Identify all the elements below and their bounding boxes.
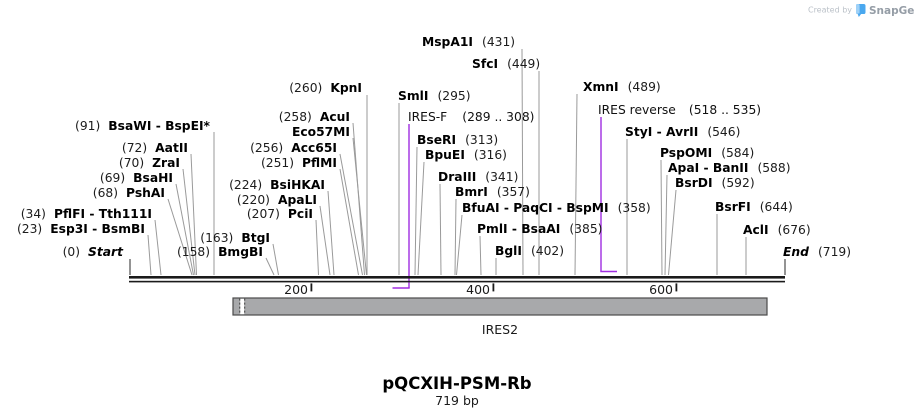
snapgene-logo-highlight xyxy=(856,4,860,14)
leader-line xyxy=(417,161,425,276)
feature-label: IRES2 xyxy=(482,322,518,337)
leader-line xyxy=(456,214,463,276)
leader-line xyxy=(327,190,335,276)
leader-line xyxy=(521,48,524,276)
site-label-smli[interactable]: SmlI (295) xyxy=(398,89,471,103)
snapgene-logo-icon xyxy=(856,4,866,17)
site-label-mspa1i[interactable]: MspA1I (431) xyxy=(422,35,515,49)
site-label-bsrfi[interactable]: BsrFI (644) xyxy=(715,200,793,214)
axis-tick-400 xyxy=(492,283,495,292)
leader-line xyxy=(265,257,275,276)
site-label-pflmi[interactable]: (251) PflMI xyxy=(261,156,337,170)
feature-truncation-gap xyxy=(240,298,245,315)
title-block: pQCXIH-PSM-Rb 719 bp xyxy=(382,374,531,408)
map-length: 719 bp xyxy=(435,393,479,408)
leader-line xyxy=(660,159,663,276)
site-label-end[interactable]: End (719) xyxy=(783,245,851,259)
site-label-zrai[interactable]: (70) ZraI xyxy=(119,156,180,170)
site-label-bgli[interactable]: BglI (402) xyxy=(495,244,564,258)
site-label-eco57mi[interactable]: Eco57MI xyxy=(292,125,350,139)
axis-bottom-strand xyxy=(129,280,785,283)
axis-tick-600 xyxy=(675,283,678,292)
site-label-pspomi[interactable]: PspOMI (584) xyxy=(660,146,754,160)
leader-line xyxy=(479,235,482,276)
site-label-draiii[interactable]: DraIII (341) xyxy=(438,170,518,184)
site-labels-right: SmlI (295) BseRI (313) BpuEI (316) DraIII (3… xyxy=(398,35,851,259)
leader-line xyxy=(315,219,319,276)
leader-line xyxy=(175,183,194,276)
site-label-bsahi[interactable]: (69) BsaHI xyxy=(100,171,173,185)
leader-line xyxy=(182,168,196,276)
site-label-acui[interactable]: (258) AcuI xyxy=(279,110,350,124)
leader-line xyxy=(147,234,152,276)
site-label-kpni[interactable]: (260) KpnI xyxy=(289,81,362,95)
leader-line xyxy=(319,205,331,276)
site-label-bpuei[interactable]: BpuEI (316) xyxy=(425,148,507,162)
site-label-apali[interactable]: (220) ApaLI xyxy=(237,193,317,207)
axis-tick-200 xyxy=(310,283,313,292)
site-label-bfuai-paqci-bspmi[interactable]: BfuAI - PaqCI - BspMI (358) xyxy=(462,201,651,215)
site-label-bmgbi[interactable]: (158) BmgBI xyxy=(177,245,263,259)
leader-line xyxy=(190,153,197,276)
leader-line xyxy=(414,146,418,276)
primer-labels: IRES-F (289 .. 308) IRES reverse (518 .. 5… xyxy=(408,103,761,124)
primer-label-ires-f[interactable]: IRES-F (289 .. 308) xyxy=(408,110,534,124)
leader-line xyxy=(167,198,193,276)
site-label-bsawi-bspei[interactable]: (91) BsaWI - BspEI* xyxy=(75,119,211,133)
site-label-bmri[interactable]: BmrI (357) xyxy=(455,185,530,199)
feature-bar-ires2[interactable] xyxy=(232,297,768,316)
site-label-btgi[interactable]: (163) BtgI xyxy=(200,231,270,245)
watermark: Created by SnapGene xyxy=(808,4,914,17)
site-label-styi-avrii[interactable]: StyI - AvrII (546) xyxy=(625,125,740,139)
terminal-leader-lines xyxy=(129,259,786,275)
leader-line xyxy=(352,137,367,276)
leader-line xyxy=(439,183,442,276)
leader-line xyxy=(339,153,363,276)
site-label-pcii[interactable]: (207) PciI xyxy=(247,207,313,221)
site-label-esp3i-bsmbi[interactable]: (23) Esp3I - BsmBI xyxy=(17,222,145,236)
site-label-bsihkai[interactable]: (224) BsiHKAI xyxy=(229,178,325,192)
leader-line xyxy=(454,198,457,276)
site-label-apai-banii[interactable]: ApaI - BanII (588) xyxy=(668,161,791,175)
axis-top-strand xyxy=(129,276,785,279)
site-label-bsrdi[interactable]: BsrDI (592) xyxy=(675,176,755,190)
site-label-pmli-bsaai[interactable]: PmlI - BsaAI (385) xyxy=(477,222,602,236)
sequence-axis: 200 400 600 xyxy=(129,276,785,297)
leader-line xyxy=(574,93,578,276)
site-label-bseri[interactable]: BseRI (313) xyxy=(417,133,498,147)
leader-line xyxy=(339,168,359,276)
site-label-xmni[interactable]: XmnI (489) xyxy=(583,80,661,94)
snapgene-logo-tail xyxy=(857,13,862,17)
feature-track: IRES2 xyxy=(232,297,768,337)
map-title: pQCXIH-PSM-Rb xyxy=(382,374,531,393)
site-label-aatii[interactable]: (72) AatII xyxy=(122,141,188,155)
primer-label-ires-reverse[interactable]: IRES reverse (518 .. 535) xyxy=(598,103,761,117)
leader-line xyxy=(272,243,279,276)
leader-line xyxy=(668,189,677,276)
site-labels-left: (0) Start (23) Esp3I - BsmBI (34) PflFI - T… xyxy=(17,81,362,259)
leader-line xyxy=(664,174,668,276)
axis-tick-label-600: 600 xyxy=(649,282,673,297)
axis-tick-label-200: 200 xyxy=(284,282,308,297)
leader-line xyxy=(154,219,162,276)
watermark-brand: SnapGene xyxy=(869,5,914,17)
watermark-created-by: Created by xyxy=(808,6,852,15)
site-label-pshai[interactable]: (68) PshAI xyxy=(93,186,165,200)
site-label-acli[interactable]: AclI (676) xyxy=(743,223,811,237)
site-label-start[interactable]: (0) Start xyxy=(63,245,125,259)
primer-markers xyxy=(392,117,617,289)
site-label-pflfi-tth111i[interactable]: (34) PflFI - Tth111I xyxy=(21,207,152,221)
leader-lines xyxy=(147,48,747,276)
site-label-sfci[interactable]: SfcI (449) xyxy=(472,57,540,71)
axis-tick-label-400: 400 xyxy=(466,282,490,297)
site-label-acc65i[interactable]: (256) Acc65I xyxy=(250,141,337,155)
